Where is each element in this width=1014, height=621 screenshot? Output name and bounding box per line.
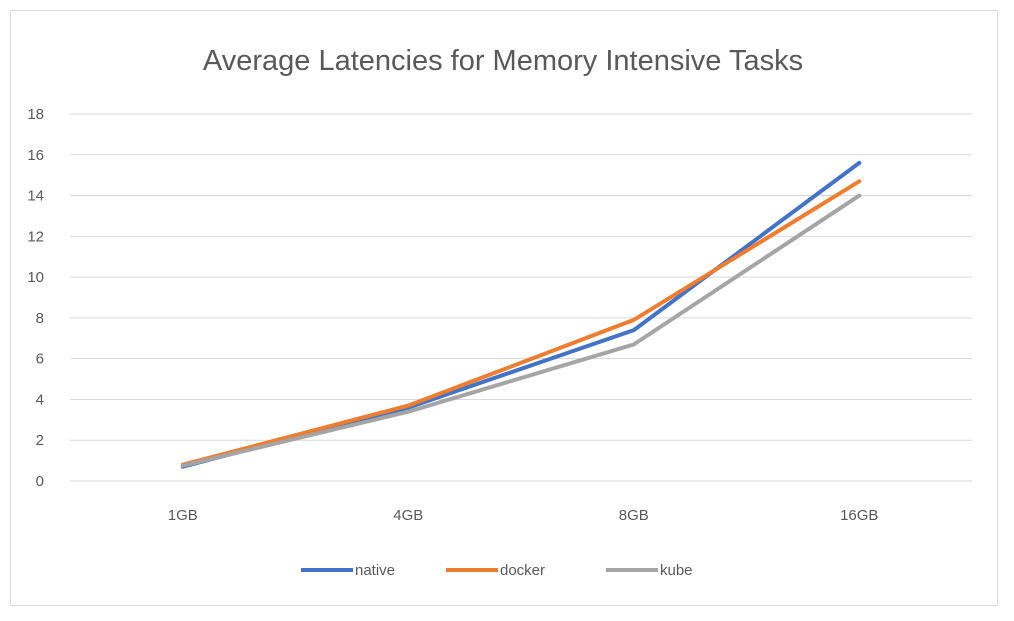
y-tick-label: 14 (27, 188, 44, 205)
series-line-docker (180, 179, 862, 467)
x-tick-label: 1GB (168, 507, 198, 524)
series-lines (180, 160, 862, 469)
y-tick-label: 0 (36, 473, 44, 490)
legend-label-native: native (355, 562, 395, 579)
x-tick-label: 4GB (393, 507, 423, 524)
y-tick-label: 12 (27, 228, 44, 245)
y-tick-label: 18 (27, 106, 44, 123)
y-tick-label: 8 (36, 310, 44, 327)
x-tick-label: 8GB (619, 507, 649, 524)
chart-title: Average Latencies for Memory Intensive T… (203, 45, 803, 77)
x-axis-ticks: 1GB 4GB 8GB 16GB (168, 507, 879, 524)
y-axis-ticks: 0 2 4 6 8 10 12 14 16 18 (27, 106, 44, 490)
x-tick-label: 16GB (840, 507, 878, 524)
series-line-native (180, 160, 862, 469)
legend-label-kube: kube (660, 562, 693, 579)
y-tick-label: 10 (27, 269, 44, 286)
legend-label-docker: docker (500, 562, 545, 579)
y-tick-label: 4 (36, 391, 44, 408)
chart-frame (10, 10, 998, 606)
legend: native docker kube (301, 562, 693, 579)
y-tick-label: 2 (36, 432, 44, 449)
gridlines (70, 113, 972, 482)
series-line-kube (180, 193, 862, 468)
y-tick-label: 6 (36, 351, 44, 368)
y-tick-label: 16 (27, 147, 44, 164)
